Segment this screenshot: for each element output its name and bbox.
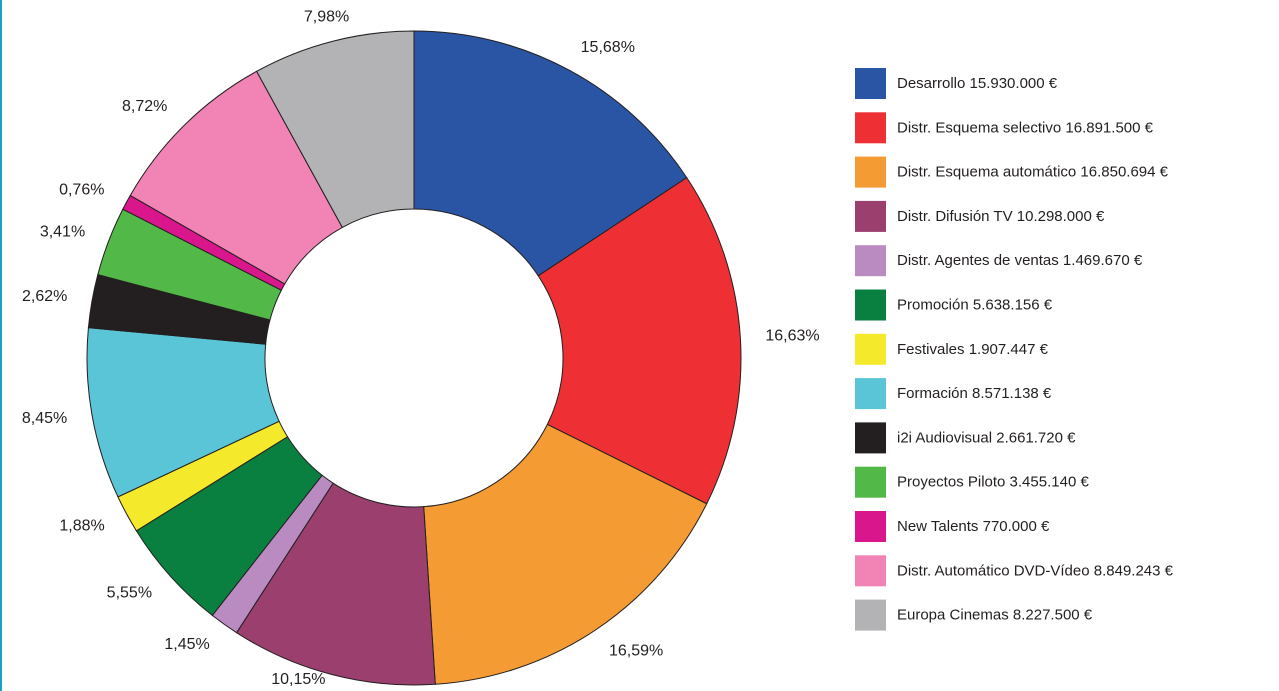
legend-swatch — [855, 511, 886, 542]
legend-swatch — [855, 466, 886, 498]
legend-swatch — [855, 245, 886, 277]
legend-label: Distr. Difusión TV 10.298.000 € — [897, 208, 1105, 225]
legend-label: Formación 8.571.138 € — [897, 385, 1052, 402]
legend-swatch — [855, 156, 886, 188]
value-label: 8,45% — [22, 410, 67, 427]
donut-slice — [413, 30, 688, 277]
value-label: 16,63% — [765, 328, 819, 345]
legend-label: Europa Cinemas 8.227.500 € — [897, 607, 1093, 624]
legend-swatch — [855, 68, 886, 99]
legend-swatch — [855, 112, 886, 144]
legend-swatch — [855, 555, 886, 587]
donut-slice — [255, 30, 415, 229]
legend-label: Distr. Automático DVD-Vídeo 8.849.243 € — [897, 562, 1174, 579]
value-label: 1,88% — [59, 517, 104, 534]
donut-slice — [537, 176, 742, 505]
value-label: 15,68% — [581, 39, 635, 56]
legend-label: Distr. Esquema selectivo 16.891.500 € — [897, 119, 1154, 136]
legend-label: Distr. Agentes de ventas 1.469.670 € — [897, 252, 1143, 269]
value-label: 1,45% — [164, 636, 209, 653]
legend-label: New Talents 770.000 € — [897, 518, 1050, 535]
legend-label: Proyectos Piloto 3.455.140 € — [897, 474, 1089, 491]
value-label: 5,55% — [107, 584, 152, 601]
legend-label: Distr. Esquema automático 16.850.694 € — [897, 164, 1169, 181]
value-label: 10,15% — [271, 671, 325, 688]
value-label: 3,41% — [40, 224, 85, 241]
legend-swatch — [855, 333, 886, 365]
value-label: 16,59% — [609, 642, 663, 659]
value-label: 8,72% — [122, 98, 167, 115]
value-label: 2,62% — [22, 288, 67, 305]
legend-label: i2i Audiovisual 2.661.720 € — [897, 429, 1076, 446]
legend-swatch — [855, 289, 886, 321]
legend-label: Festivales 1.907.447 € — [897, 341, 1049, 358]
legend-swatch — [855, 599, 886, 631]
legend-swatch — [855, 200, 886, 232]
donut-slice — [423, 423, 708, 685]
value-label: 7,98% — [304, 8, 349, 25]
legend-swatch — [855, 422, 886, 454]
legend-label: Promoción 5.638.156 € — [897, 296, 1053, 313]
legend-label: Desarrollo 15.930.000 € — [897, 75, 1058, 92]
legend-swatch — [855, 378, 886, 410]
value-label: 0,76% — [59, 182, 104, 199]
